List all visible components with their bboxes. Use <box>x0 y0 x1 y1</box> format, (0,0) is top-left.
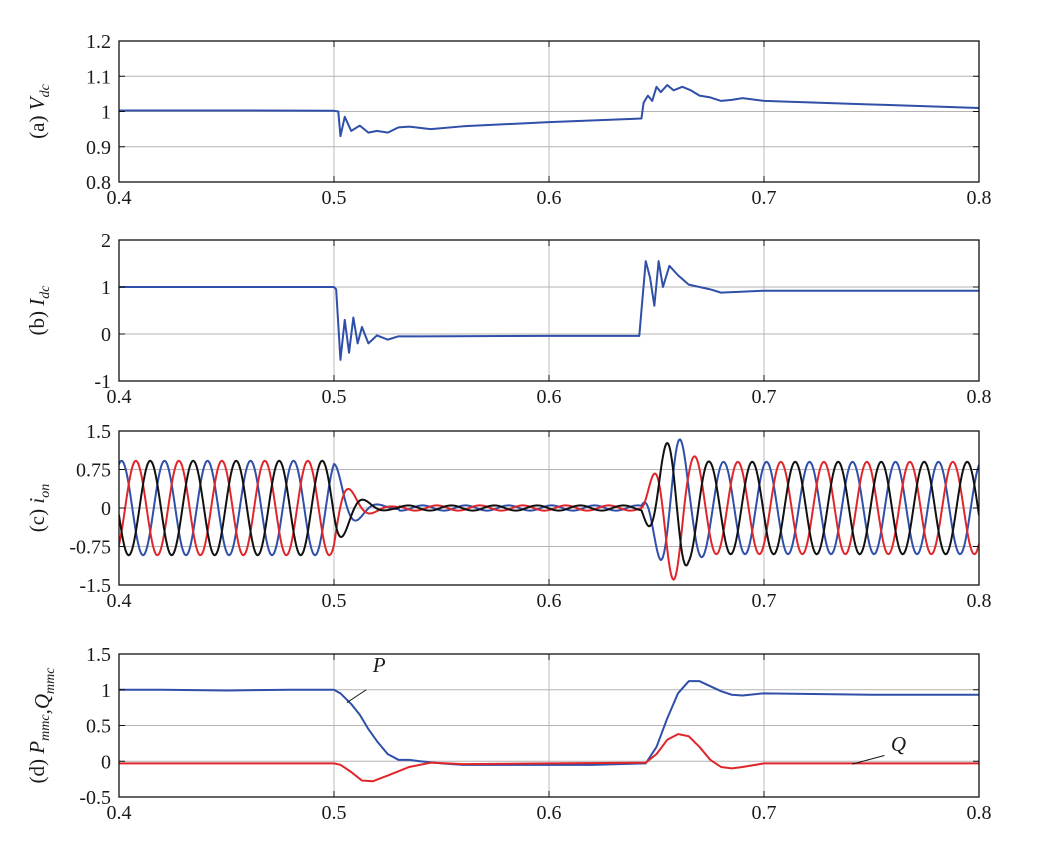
y-tick-label: 0.5 <box>86 716 111 738</box>
x-tick-label: 0.7 <box>752 187 777 209</box>
y-tick-label: 1.2 <box>86 31 111 53</box>
y-tick-label: 0.75 <box>76 460 111 482</box>
annotation-leader <box>346 689 367 704</box>
y-tick-label: 1.1 <box>86 66 111 88</box>
series-group <box>119 680 979 783</box>
y-tick-label: 1 <box>101 277 111 299</box>
series-line-red <box>119 455 979 581</box>
x-tick-label: 0.8 <box>967 802 992 824</box>
annotation-label-q: Q <box>891 732 906 756</box>
x-tick-label: 0.6 <box>537 590 562 612</box>
y-tick-label: 2 <box>101 230 111 252</box>
y-tick-label: -0.75 <box>69 537 111 559</box>
y-axis-label-subscript: dc <box>38 83 53 97</box>
x-tick-label: 0.6 <box>537 187 562 209</box>
x-tick-label: 0.6 <box>537 386 562 408</box>
y-axis-label-subscript: mmc <box>38 714 53 741</box>
series-group <box>119 84 979 138</box>
panel-1: 0.4 0.5 0.6 0.7 0.8 -1 0 1 2 (b) Idc <box>25 230 992 408</box>
x-tick-label: 0.5 <box>322 802 347 824</box>
x-tick-label: 0.6 <box>537 802 562 824</box>
x-tick-label: 0.5 <box>322 187 347 209</box>
x-tick-label: 0.4 <box>107 187 132 209</box>
y-axis-label-symbol: Q <box>30 694 54 709</box>
y-tick-label: -1.5 <box>79 575 111 597</box>
x-tick-label: 0.5 <box>322 590 347 612</box>
y-axis-label: (d) Pmmc,Qmmc <box>25 667 58 784</box>
y-axis-label: (c) ion <box>25 484 53 532</box>
y-tick-label: 0 <box>101 324 111 346</box>
y-axis-label-symbol: , <box>30 709 54 714</box>
y-tick-label: 0.9 <box>86 137 111 159</box>
panel-0: 0.4 0.5 0.6 0.7 0.8 0.8 0.9 1 1.1 1.2 (a) Vdc <box>25 31 992 209</box>
series-group <box>119 260 979 361</box>
x-tick-label: 0.4 <box>107 802 132 824</box>
annotation-label-p: P <box>372 653 386 677</box>
x-tick-label: 0.7 <box>752 802 777 824</box>
panel-3: 0.4 0.5 0.6 0.7 0.8-0.500.511.5(d) Pmmc,Qmmc… <box>25 644 992 824</box>
y-axis-label-prefix: (c) <box>25 504 49 533</box>
y-tick-label: -1 <box>94 371 111 393</box>
x-tick-label: 0.8 <box>967 590 992 612</box>
y-axis-label-symbol: P <box>25 741 49 755</box>
series-group <box>119 438 979 581</box>
y-axis-label: (a) Vdc <box>25 83 53 138</box>
x-tick-label: 0.4 <box>107 590 132 612</box>
annotation-leader <box>852 755 885 765</box>
x-tick-label: 0.7 <box>752 386 777 408</box>
series-line-blue <box>119 260 979 361</box>
x-tick-label: 0.8 <box>967 187 992 209</box>
y-axis-label-symbol: i <box>25 498 49 504</box>
y-tick-label: 0.8 <box>86 172 111 194</box>
y-axis-label-symbol: I <box>25 298 49 307</box>
y-axis-label-prefix: (b) <box>25 306 49 336</box>
y-tick-label: 0 <box>101 751 111 773</box>
y-axis-label-subscript: on <box>38 484 53 498</box>
x-tick-label: 0.5 <box>322 386 347 408</box>
y-axis-label-subscript: mmc <box>43 667 58 694</box>
y-axis-label-subscript: dc <box>38 285 53 299</box>
y-axis-label-prefix: (d) <box>25 754 49 784</box>
y-axis-label-prefix: (a) <box>25 110 49 139</box>
series-line-blue <box>119 438 979 562</box>
y-tick-label: 1 <box>101 102 111 124</box>
panel-2: 0.4 0.5 0.6 0.7 0.8 -1.5 -0.75 0 0.75 1.5 (c) ion <box>25 421 992 612</box>
y-tick-label: 1 <box>101 680 111 702</box>
y-tick-label: 0 <box>101 498 111 520</box>
y-tick-label: 1.5 <box>86 421 111 443</box>
series-line-black <box>119 441 979 567</box>
x-tick-label: 0.4 <box>107 386 132 408</box>
y-axis-label: (b) Idc <box>25 285 53 336</box>
x-tick-label: 0.8 <box>967 386 992 408</box>
y-tick-label: 1.5 <box>86 644 111 666</box>
series-line-blue <box>119 84 979 138</box>
series-line-q <box>119 733 979 783</box>
x-tick-label: 0.7 <box>752 590 777 612</box>
y-tick-label: -0.5 <box>79 787 111 809</box>
y-axis-label-symbol: V <box>25 95 49 110</box>
